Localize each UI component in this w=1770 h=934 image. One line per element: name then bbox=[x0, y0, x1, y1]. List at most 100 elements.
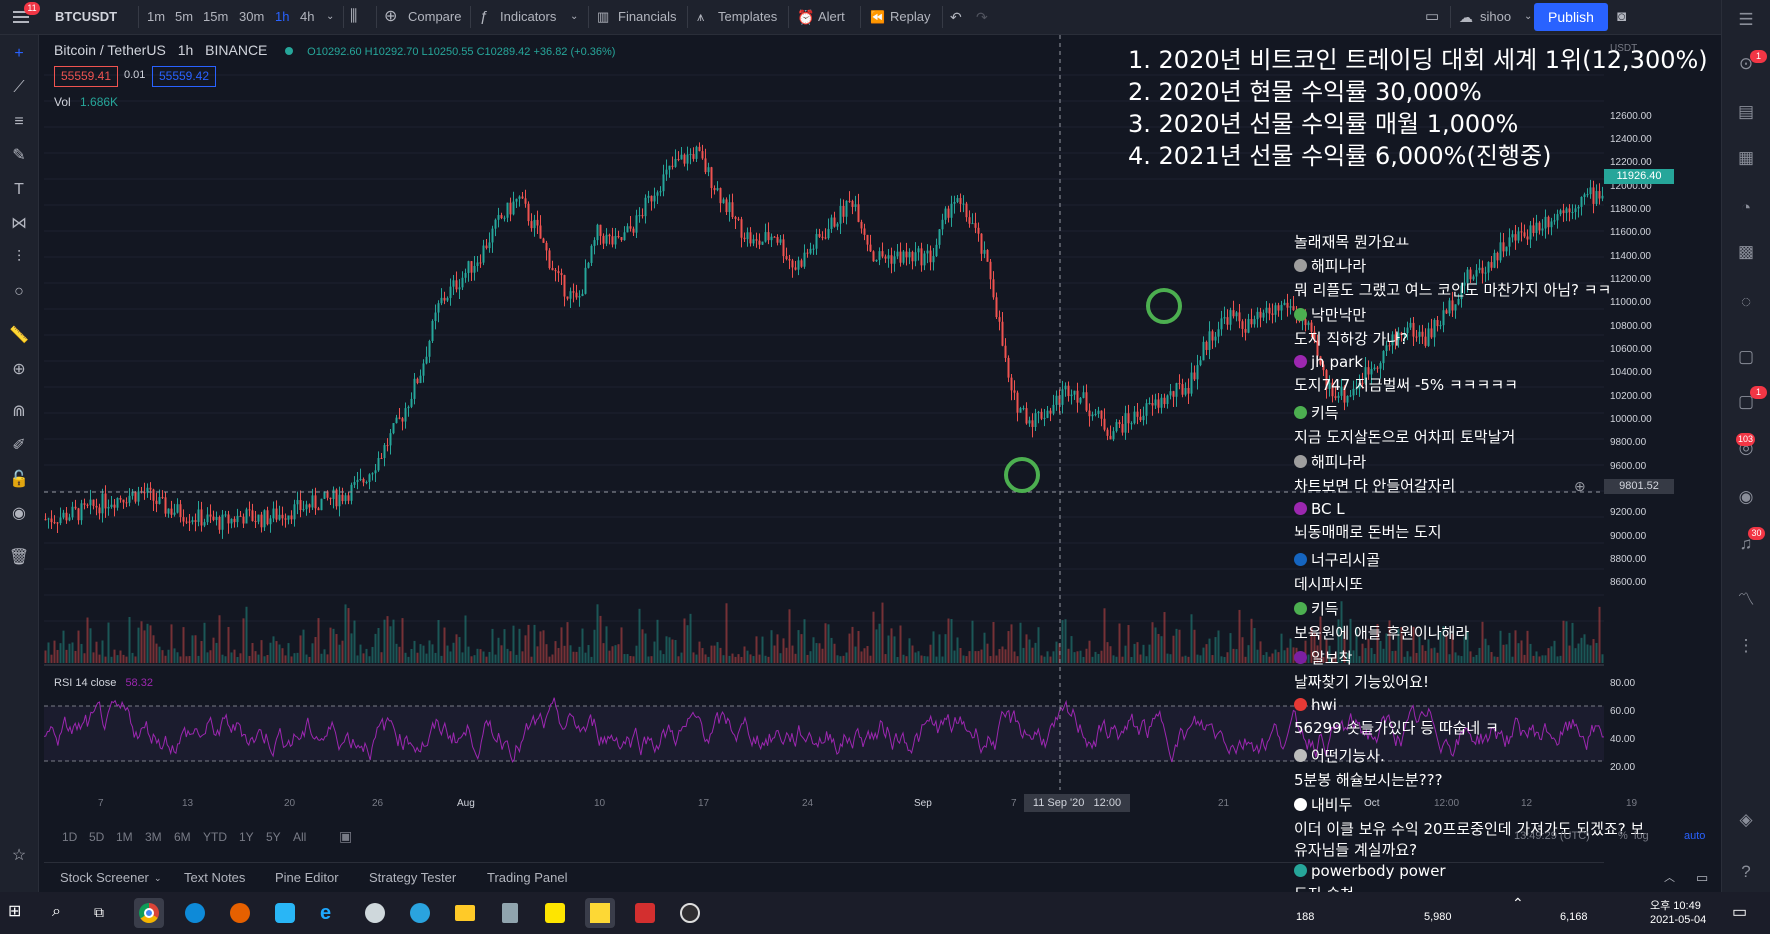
lock-icon[interactable]: 🔓 bbox=[9, 471, 29, 488]
firefox-icon[interactable] bbox=[225, 898, 255, 928]
templates-icon[interactable]: ⩚ bbox=[697, 9, 705, 24]
interval-30m[interactable]: 30m bbox=[239, 9, 265, 24]
idea-icon[interactable]: ◌ bbox=[1740, 292, 1752, 311]
interval-1m[interactable]: 1m bbox=[147, 9, 166, 24]
obs-icon[interactable] bbox=[675, 898, 705, 928]
tab-stock-screener[interactable]: Stock Screener bbox=[60, 870, 149, 885]
circle-icon[interactable]: ○ bbox=[14, 283, 24, 300]
trend-line-icon[interactable]: ⟋ bbox=[13, 79, 25, 96]
range-1m[interactable]: 1M bbox=[116, 830, 133, 844]
magnet-icon[interactable]: ⋒ bbox=[12, 403, 26, 420]
indicators-icon[interactable]: ƒ bbox=[480, 8, 489, 25]
plus-circle-icon[interactable]: ⊕ bbox=[384, 8, 398, 25]
replay-button[interactable]: Replay bbox=[890, 9, 931, 24]
messages-icon[interactable]: ▢ bbox=[1737, 392, 1755, 411]
tray-chevron-icon[interactable]: ⌃ bbox=[1512, 895, 1524, 911]
interval-15m[interactable]: 15m bbox=[203, 9, 229, 24]
notification-center-icon[interactable]: ▭ bbox=[1732, 904, 1748, 921]
range-5d[interactable]: 5D bbox=[89, 830, 105, 844]
text-icon[interactable]: T bbox=[14, 181, 24, 198]
layers-icon[interactable]: ◈ bbox=[1739, 810, 1753, 829]
indicators-button[interactable]: Indicators bbox=[500, 9, 557, 24]
volume-legend[interactable]: Vol 1.686K bbox=[54, 95, 118, 109]
maximize-icon[interactable]: ▭ bbox=[1696, 870, 1709, 885]
chart-legend[interactable]: Bitcoin / TetherUS 1h BINANCE O10292.60 … bbox=[54, 42, 615, 58]
camera-icon[interactable]: ◙ bbox=[1617, 8, 1627, 25]
replay-icon[interactable]: ⏪ bbox=[870, 10, 885, 24]
chart-canvas[interactable] bbox=[44, 35, 1604, 792]
chrome-icon[interactable] bbox=[134, 898, 164, 928]
pencil-lock-icon[interactable]: ✐ bbox=[12, 437, 26, 454]
candles-icon[interactable]: ⫼ bbox=[350, 8, 358, 25]
calendar-icon[interactable]: ▣ bbox=[339, 828, 353, 844]
calculator-icon[interactable] bbox=[495, 898, 525, 928]
symbol-search-button[interactable]: BTCUSDT bbox=[55, 9, 118, 24]
ruler-icon[interactable]: 📏 bbox=[9, 327, 29, 344]
telegram-icon[interactable] bbox=[405, 898, 435, 928]
tab-trading-panel[interactable]: Trading Panel bbox=[487, 870, 568, 885]
chevron-down-icon[interactable]: ⌄ bbox=[154, 873, 162, 883]
interval-5m[interactable]: 5m bbox=[175, 9, 194, 24]
app-icon[interactable] bbox=[360, 898, 390, 928]
brush-icon[interactable]: ✎ bbox=[12, 147, 26, 164]
range-ytd[interactable]: YTD bbox=[203, 830, 227, 844]
forecast-icon[interactable]: ⫶ bbox=[16, 249, 21, 266]
horizontal-lines-icon[interactable]: ≡ bbox=[14, 113, 24, 130]
buy-price-box[interactable]: 55559.42 bbox=[152, 66, 216, 87]
redo-icon[interactable]: ↷ bbox=[976, 9, 988, 25]
range-6m[interactable]: 6M bbox=[174, 830, 191, 844]
cloud-icon[interactable]: ☁ bbox=[1459, 9, 1473, 25]
zoom-icon[interactable]: ⊕ bbox=[12, 361, 26, 378]
range-5y[interactable]: 5Y bbox=[266, 830, 281, 844]
windows-start-icon[interactable]: ⊞ bbox=[8, 903, 22, 920]
folder-icon[interactable] bbox=[450, 898, 480, 928]
undo-icon[interactable]: ↶ bbox=[950, 9, 962, 25]
search-icon[interactable]: ⌕ bbox=[52, 903, 61, 920]
watchlist-icon[interactable]: ☰ bbox=[1738, 10, 1754, 29]
chevron-down-icon[interactable]: ⌄ bbox=[1524, 11, 1533, 22]
time-axis[interactable]: 7 13 20 26 Aug 10 17 24 Sep 7 21 Oct 12:… bbox=[44, 792, 1637, 816]
help-icon[interactable]: ? bbox=[1741, 862, 1751, 881]
hotlist-icon[interactable]: ▩ bbox=[1737, 242, 1755, 261]
user-menu[interactable]: sihoo bbox=[1480, 9, 1512, 24]
edge-icon[interactable] bbox=[180, 898, 210, 928]
range-3m[interactable]: 3M bbox=[145, 830, 162, 844]
price-scale[interactable]: USDT 12600.00 12400.00 12200.00 12000.00 118… bbox=[1574, 35, 1674, 795]
chevron-up-icon[interactable]: ︿ bbox=[1664, 872, 1675, 884]
interval-4h[interactable]: 4h bbox=[300, 9, 315, 24]
publish-button[interactable]: Publish bbox=[1534, 3, 1608, 31]
sticky-notes-icon[interactable] bbox=[585, 898, 615, 928]
alerts-icon[interactable]: ⊙ bbox=[1738, 54, 1754, 73]
range-1d[interactable]: 1D bbox=[62, 830, 78, 844]
star-icon[interactable]: ☆ bbox=[11, 847, 27, 864]
chevron-down-icon[interactable]: ⌄ bbox=[326, 11, 335, 22]
percent-toggle[interactable]: % bbox=[1618, 830, 1628, 842]
layout-icon[interactable]: ▭ bbox=[1425, 8, 1440, 25]
log-toggle[interactable]: log bbox=[1634, 830, 1649, 842]
clock-icon[interactable]: ◔ bbox=[1740, 198, 1752, 217]
chat-icon[interactable]: ▢ bbox=[1737, 347, 1755, 366]
broadcast-icon[interactable]: ◉ bbox=[1738, 487, 1754, 506]
auto-toggle[interactable]: auto bbox=[1684, 830, 1706, 842]
rsi-legend[interactable]: RSI 14 close 58.32 bbox=[54, 677, 153, 689]
range-all[interactable]: All bbox=[293, 830, 307, 844]
compare-button[interactable]: Compare bbox=[408, 9, 462, 24]
calendar-icon[interactable]: ▦ bbox=[1737, 148, 1755, 167]
chevron-down-icon[interactable]: ⌄ bbox=[570, 11, 579, 22]
ie-icon[interactable]: e bbox=[320, 902, 332, 924]
tab-pine-editor[interactable]: Pine Editor bbox=[275, 870, 339, 885]
trend-icon[interactable]: 〽 bbox=[1737, 590, 1755, 609]
task-view-icon[interactable]: ⧉ bbox=[94, 904, 104, 920]
bell-icon[interactable]: ♫ bbox=[1739, 534, 1753, 553]
templates-button[interactable]: Templates bbox=[718, 9, 778, 24]
alert-button[interactable]: Alert bbox=[818, 9, 845, 24]
financials-button[interactable]: Financials bbox=[618, 9, 677, 24]
interval-1h[interactable]: 1h bbox=[275, 9, 290, 24]
clock-display[interactable]: 13:49:29 (UTC) bbox=[1514, 830, 1590, 842]
eye-icon[interactable]: ◉ bbox=[12, 505, 26, 522]
tab-strategy-tester[interactable]: Strategy Tester bbox=[369, 870, 457, 885]
range-1y[interactable]: 1Y bbox=[239, 830, 254, 844]
financials-icon[interactable]: ▥ bbox=[597, 9, 610, 24]
sell-price-box[interactable]: 55559.41 bbox=[54, 66, 118, 87]
add-alert-icon[interactable]: ⊕ bbox=[1574, 478, 1586, 494]
